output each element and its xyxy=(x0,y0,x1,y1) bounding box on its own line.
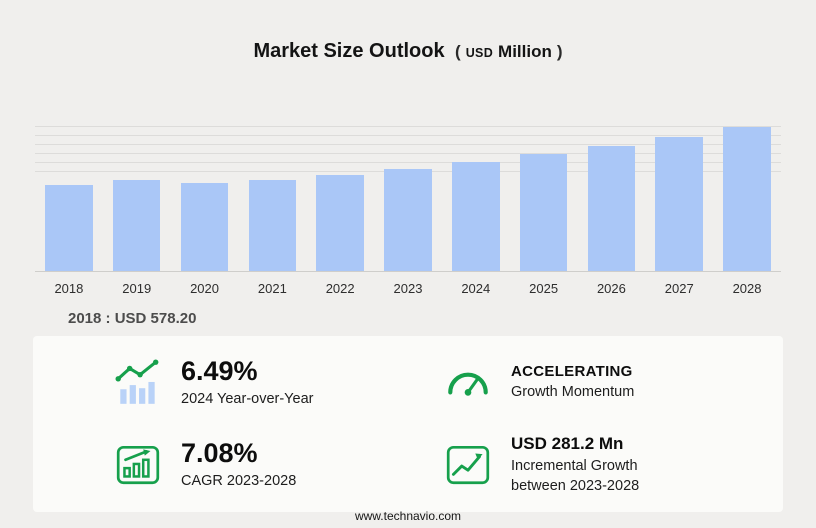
title-main: Market Size Outlook xyxy=(253,40,445,62)
cagr-bar-chart-icon xyxy=(113,440,163,490)
speedometer-icon xyxy=(443,358,493,408)
stat-text: ACCELERATING Growth Momentum xyxy=(511,363,634,402)
gridline xyxy=(35,162,781,163)
source-url: www.technavio.com xyxy=(354,509,462,523)
stat-incremental-growth: USD 281.2 Mn Incremental Growth between … xyxy=(443,424,773,506)
bar-series xyxy=(35,126,781,271)
x-axis-label: 2022 xyxy=(325,281,355,296)
x-axis-label: 2023 xyxy=(393,281,423,296)
x-axis-label: 2024 xyxy=(461,281,491,296)
bar-column xyxy=(645,126,713,271)
bar-2028 xyxy=(723,127,771,271)
market-size-bar-chart: 2018 2019 2020 2021 2022 2023 2024 2025 2026 2027… xyxy=(35,126,781,296)
title-paren-open: ( xyxy=(455,42,461,61)
page-title: Market Size Outlook ( USD Million ) xyxy=(0,40,816,63)
bar-column xyxy=(35,126,103,271)
stat-value: 7.08% xyxy=(181,438,258,469)
bar-2021 xyxy=(248,180,297,271)
x-axis-labels: 2018 2019 2020 2021 2022 2023 2024 2025 2026 2027… xyxy=(35,281,781,296)
stat-growth-momentum: ACCELERATING Growth Momentum xyxy=(443,342,773,424)
bar-2025 xyxy=(519,154,568,271)
x-axis-label: 2027 xyxy=(664,281,694,296)
bar-2027 xyxy=(655,137,703,271)
yoy-bar-trend-icon xyxy=(113,358,163,408)
title-currency: USD xyxy=(465,46,494,60)
gridline xyxy=(35,144,781,145)
stat-text: 7.08% CAGR 2023-2028 xyxy=(181,438,296,491)
stat-label: CAGR 2023-2028 xyxy=(181,473,297,490)
title-paren-close: ) xyxy=(556,42,563,61)
bar-2024 xyxy=(452,162,500,271)
x-axis-label: 2021 xyxy=(257,281,287,296)
stat-label: Growth Momentum xyxy=(511,384,635,401)
stat-text: USD 281.2 Mn Incremental Growth between … xyxy=(511,434,686,495)
stat-label: Incremental Growth between 2023-2028 xyxy=(511,458,640,494)
base-year-value: 2018 : USD 578.20 xyxy=(68,310,197,327)
stat-year-over-year: 6.49% 2024 Year-over-Year xyxy=(113,342,443,424)
gridline xyxy=(35,153,781,154)
bar-column xyxy=(510,126,578,271)
stat-value: USD 281.2 Mn xyxy=(511,434,624,454)
stat-label: 2024 Year-over-Year xyxy=(181,391,314,408)
bar-2022 xyxy=(316,175,364,271)
stat-value: 6.49% xyxy=(181,356,258,387)
x-axis-label: 2018 xyxy=(54,281,84,296)
bar-column xyxy=(713,126,781,271)
x-axis-label: 2019 xyxy=(122,281,152,296)
bar-column xyxy=(171,126,239,271)
bar-2026 xyxy=(587,145,636,271)
title-unit-label: Million xyxy=(498,42,552,61)
bar-2023 xyxy=(384,169,432,271)
gridline xyxy=(35,135,781,136)
stats-panel: 6.49% 2024 Year-over-Year ACCELERATING G… xyxy=(33,336,783,512)
x-axis-label: 2025 xyxy=(529,281,559,296)
x-axis-baseline xyxy=(35,271,781,272)
bar-2018 xyxy=(45,185,93,271)
bar-column xyxy=(238,126,306,271)
stat-cagr: 7.08% CAGR 2023-2028 xyxy=(113,424,443,506)
x-axis-label: 2028 xyxy=(732,281,762,296)
stat-value: ACCELERATING xyxy=(511,363,633,381)
incremental-growth-icon xyxy=(443,440,493,490)
bar-column xyxy=(306,126,374,271)
gridline xyxy=(35,126,781,127)
bar-2019 xyxy=(112,180,161,271)
bar-column xyxy=(374,126,442,271)
bar-column xyxy=(578,126,646,271)
x-axis-label: 2026 xyxy=(596,281,626,296)
bar-2020 xyxy=(180,183,229,271)
title-unit: ( USD Million ) xyxy=(455,41,563,61)
bar-column xyxy=(442,126,510,271)
plot-area xyxy=(35,126,781,271)
bar-column xyxy=(103,126,171,271)
stat-text: 6.49% 2024 Year-over-Year xyxy=(181,356,313,409)
x-axis-label: 2020 xyxy=(190,281,219,296)
